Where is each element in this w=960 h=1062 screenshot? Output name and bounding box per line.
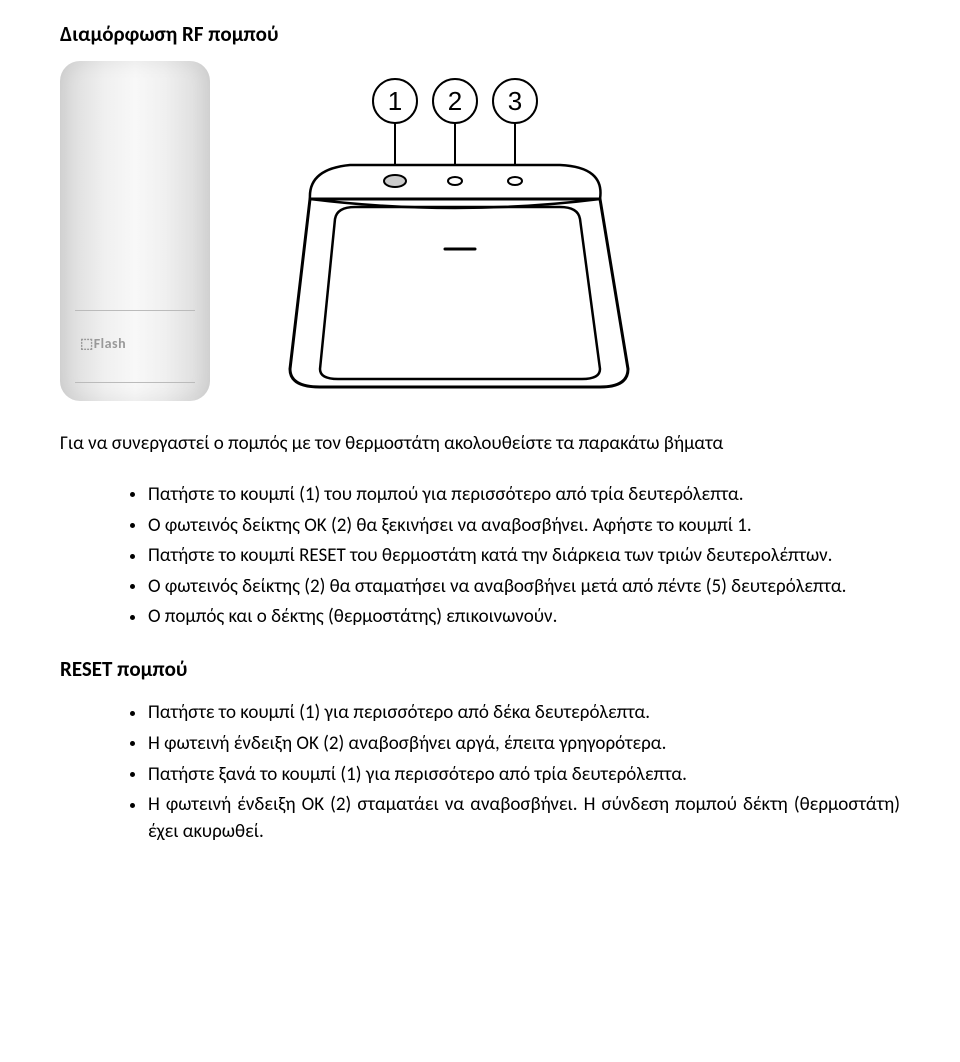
callout-2-label: 2 bbox=[448, 86, 462, 116]
page-title: Διαμόρφωση RF πομπού bbox=[60, 20, 900, 49]
list-item: Η φωτεινή ένδειξη ΟΚ (2) σταματάει να αν… bbox=[130, 792, 900, 845]
list-item: Ο φωτεινός δείκτης (2) θα σταματήσει να … bbox=[130, 574, 900, 601]
device-brand-label: ⬚Flash bbox=[80, 334, 126, 354]
callout-1-label: 1 bbox=[388, 86, 402, 116]
reset-title: RESET πομπού bbox=[60, 655, 900, 684]
list-item: Ο πομπός και ο δέκτης (θερμοστάτης) επικ… bbox=[130, 604, 900, 631]
list-item: Πατήστε ξανά το κουμπί (1) για περισσότε… bbox=[130, 762, 900, 789]
list-item: Η φωτεινή ένδειξη ΟΚ (2) αναβοσβήνει αργ… bbox=[130, 731, 900, 758]
list-item: Πατήστε το κουμπί RESET του θερμοστάτη κ… bbox=[130, 543, 900, 570]
list-item: Πατήστε το κουμπί (1) για περισσότερο απ… bbox=[130, 700, 900, 727]
device-diagram: 1 2 3 bbox=[250, 69, 670, 389]
list-item: Πατήστε το κουμπί (1) του πομπού για περ… bbox=[130, 482, 900, 509]
callout-3-label: 3 bbox=[508, 86, 522, 116]
intro-text: Για να συνεργαστεί ο πομπός με τον θερμο… bbox=[60, 431, 900, 458]
steps-list: Πατήστε το κουμπί (1) του πομπού για περ… bbox=[60, 482, 900, 631]
list-item: Ο φωτεινός δείκτης ΟΚ (2) θα ξεκινήσει ν… bbox=[130, 513, 900, 540]
reset-steps-list: Πατήστε το κουμπί (1) για περισσότερο απ… bbox=[60, 700, 900, 845]
images-row: ⬚Flash 1 2 3 bbox=[60, 61, 900, 401]
device-photo: ⬚Flash bbox=[60, 61, 210, 401]
